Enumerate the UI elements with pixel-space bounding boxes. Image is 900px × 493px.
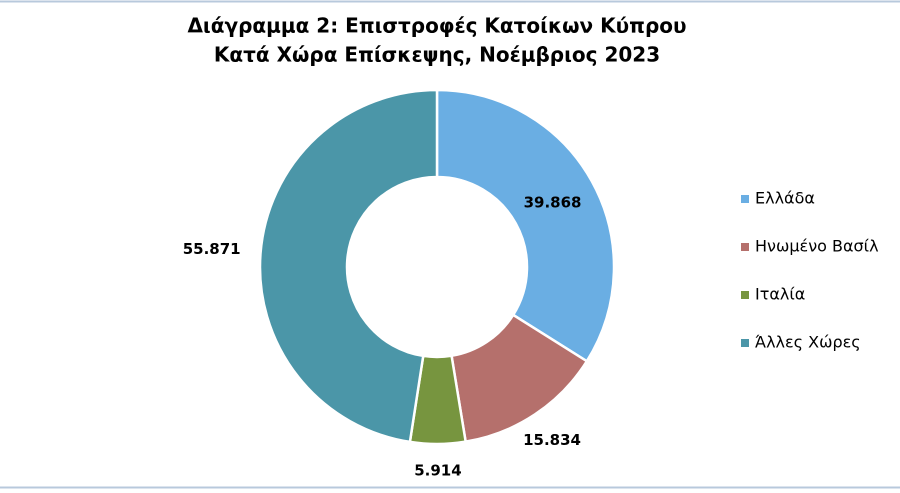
data-label: 55.871 bbox=[183, 240, 241, 258]
legend-marker bbox=[741, 291, 749, 299]
slice bbox=[258, 88, 439, 444]
chart-title: Κατά Χώρα Επίσκεψης, Νοέμβριος 2023 bbox=[214, 43, 660, 67]
legend-label: Ηνωμένο Βασίλ bbox=[755, 237, 879, 256]
data-label: 5.914 bbox=[414, 461, 461, 479]
data-label: 39.868 bbox=[524, 194, 582, 212]
slice bbox=[435, 88, 616, 363]
legend-marker bbox=[741, 339, 749, 347]
legend-label: Άλλες Χώρες bbox=[755, 333, 861, 352]
legend-marker bbox=[741, 243, 749, 251]
legend-label: Ελλάδα bbox=[755, 189, 815, 208]
legend-label: Ιταλία bbox=[755, 285, 805, 304]
data-label: 15.834 bbox=[523, 431, 581, 449]
legend-marker bbox=[741, 195, 749, 203]
chart-title: Διάγραμμα 2: Επιστροφές Κατοίκων Κύπρου bbox=[187, 14, 686, 38]
